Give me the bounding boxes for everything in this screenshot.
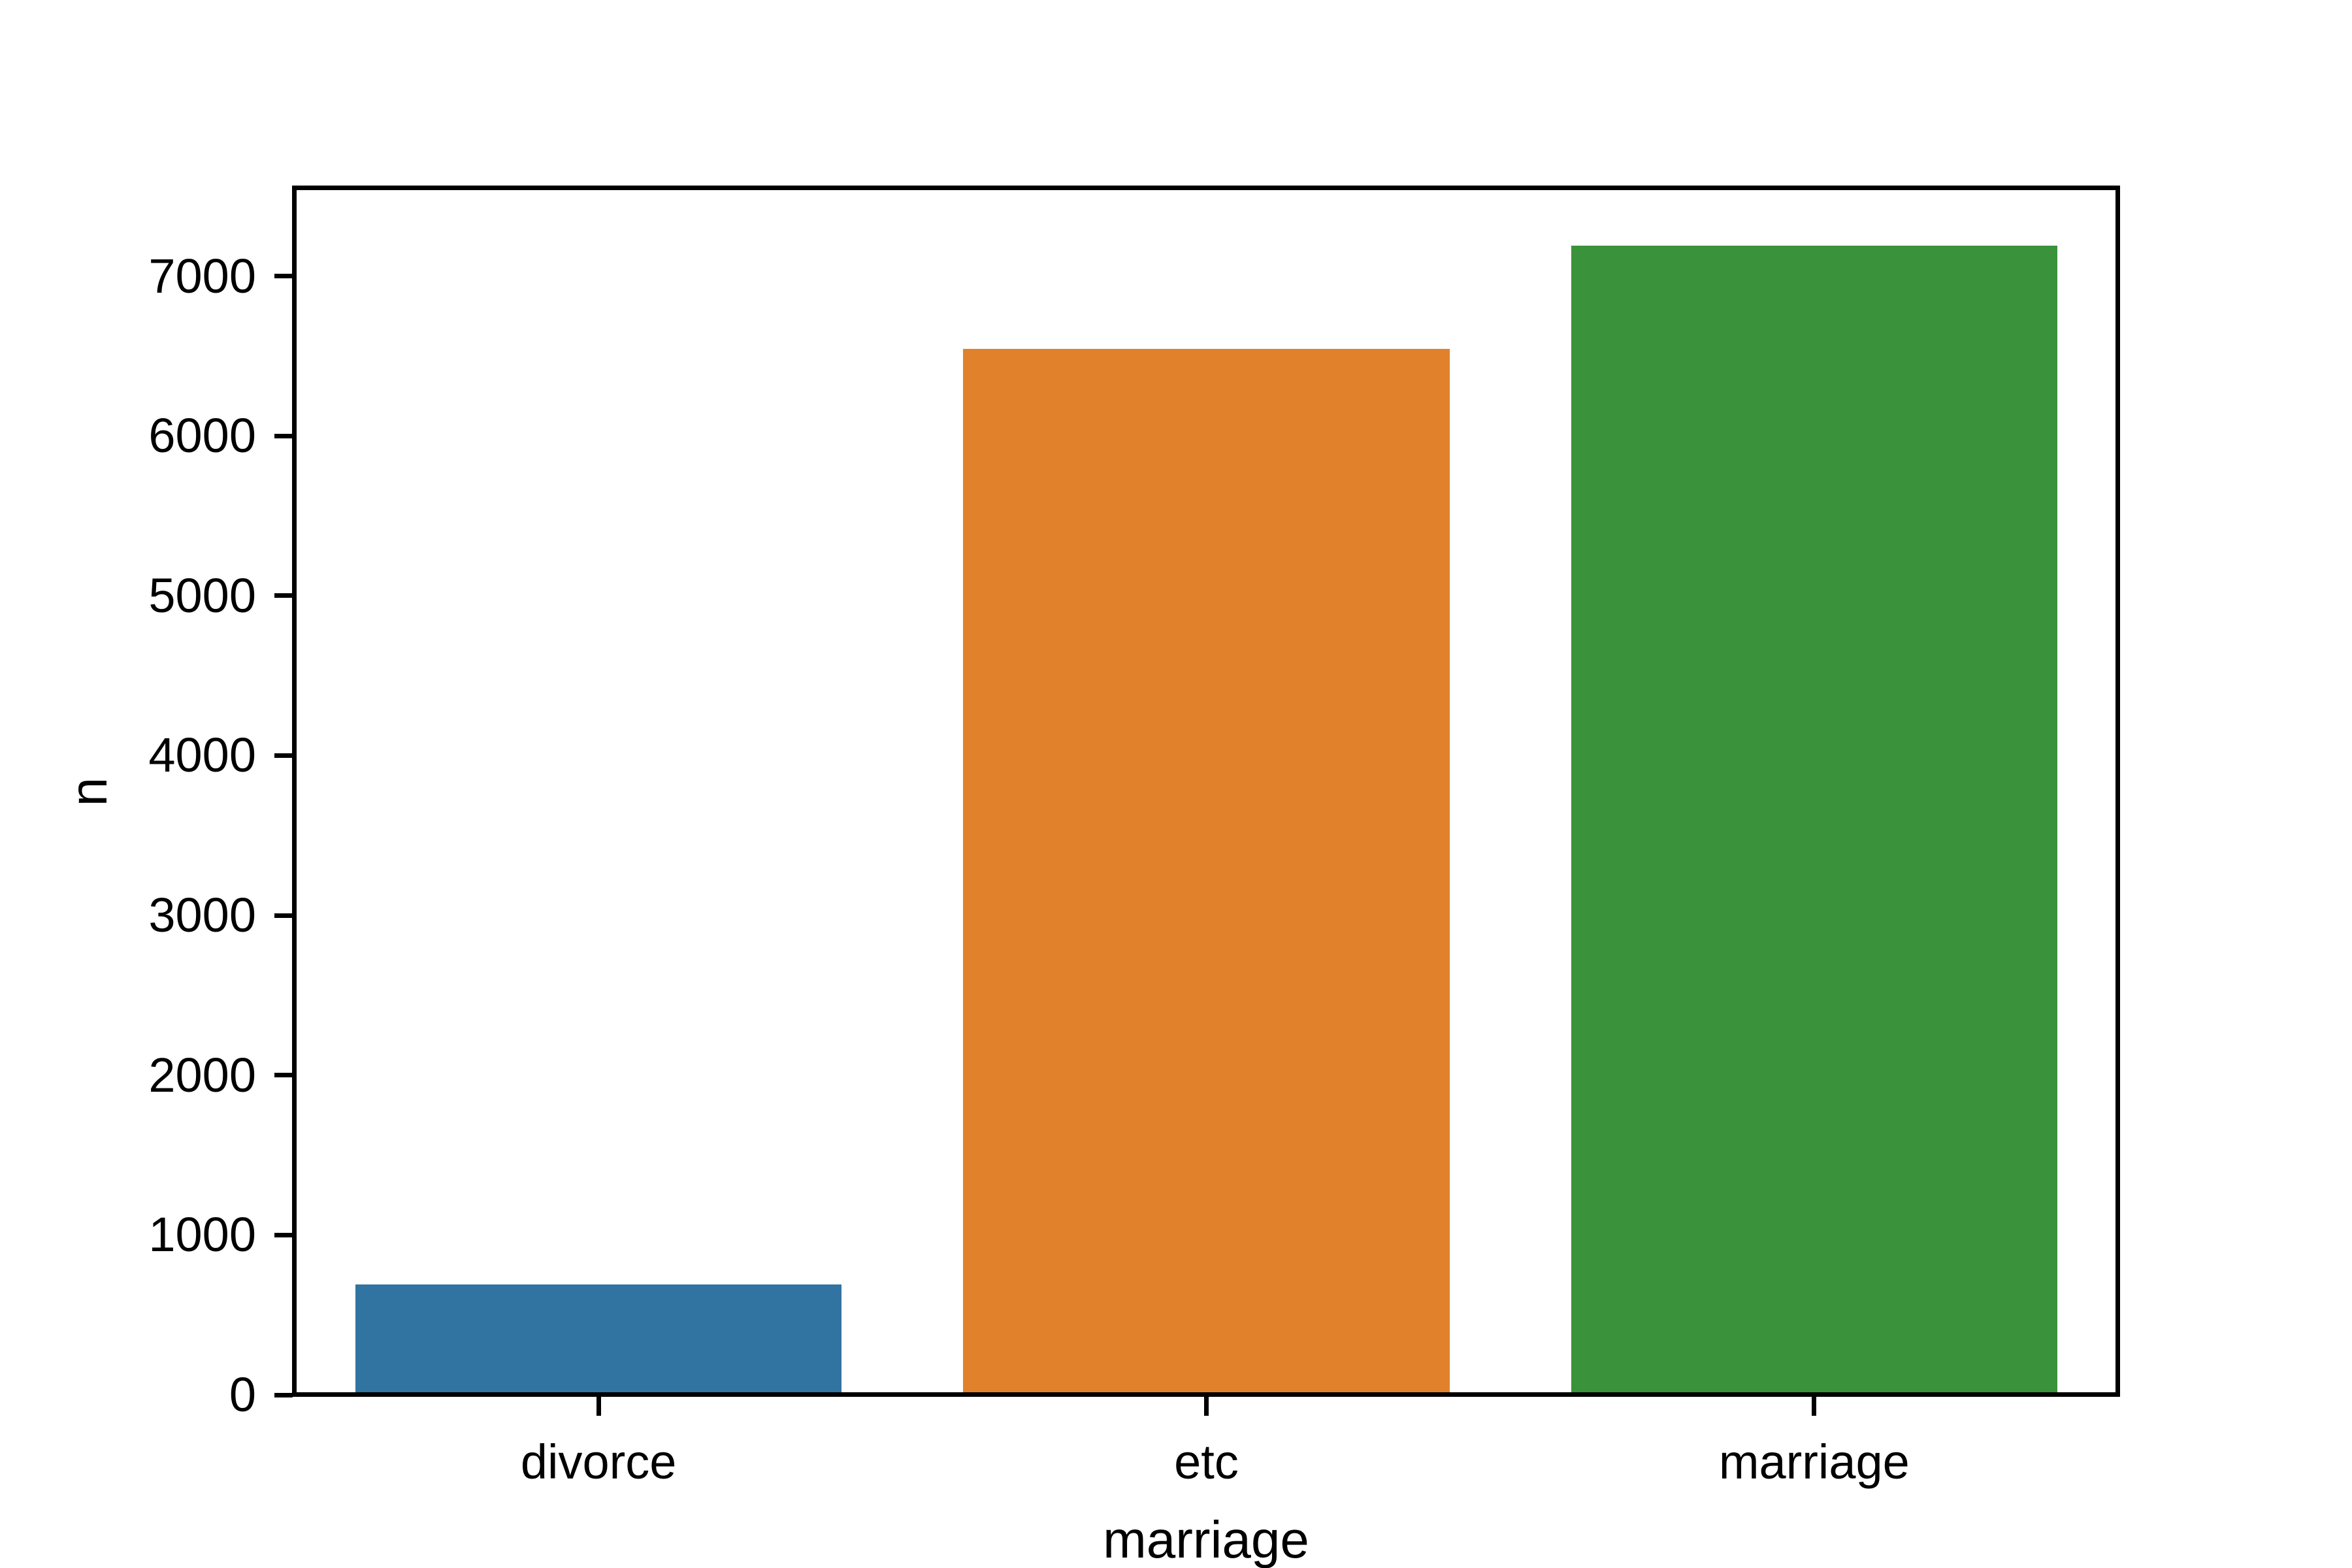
y-tick-mark — [274, 274, 293, 279]
x-tick-label-marriage: marriage — [1718, 1435, 1910, 1489]
y-tick-mark — [274, 1392, 293, 1397]
y-tick-label: 0 — [229, 1367, 256, 1422]
plot-spine-top — [292, 186, 2120, 190]
y-tick-label: 5000 — [148, 568, 256, 623]
x-tick-mark — [1204, 1395, 1209, 1416]
x-axis-line — [292, 1392, 2120, 1397]
bar-marriage — [1571, 246, 2057, 1395]
y-tick-label: 6000 — [148, 408, 256, 463]
y-tick-label: 7000 — [148, 248, 256, 303]
plot-area — [295, 188, 2118, 1395]
y-tick-mark — [274, 433, 293, 438]
y-tick-label: 4000 — [148, 728, 256, 783]
y-axis-line — [292, 186, 297, 1397]
y-tick-label: 2000 — [148, 1047, 256, 1102]
y-axis-label: n — [59, 777, 118, 807]
y-tick-mark — [274, 593, 293, 598]
plot-spine-right — [2115, 186, 2120, 1397]
x-tick-label-etc: etc — [1174, 1435, 1239, 1489]
y-tick-mark — [274, 1073, 293, 1078]
bar-divorce — [355, 1284, 842, 1395]
y-tick-mark — [274, 753, 293, 758]
x-axis-label: marriage — [1103, 1511, 1309, 1568]
y-tick-mark — [274, 1232, 293, 1237]
x-tick-mark — [596, 1395, 601, 1416]
bar-etc — [963, 348, 1450, 1395]
y-tick-label: 1000 — [148, 1207, 256, 1262]
x-tick-mark — [1812, 1395, 1817, 1416]
y-tick-mark — [274, 913, 293, 918]
x-tick-label-divorce: divorce — [520, 1435, 677, 1489]
y-tick-label: 3000 — [148, 888, 256, 943]
